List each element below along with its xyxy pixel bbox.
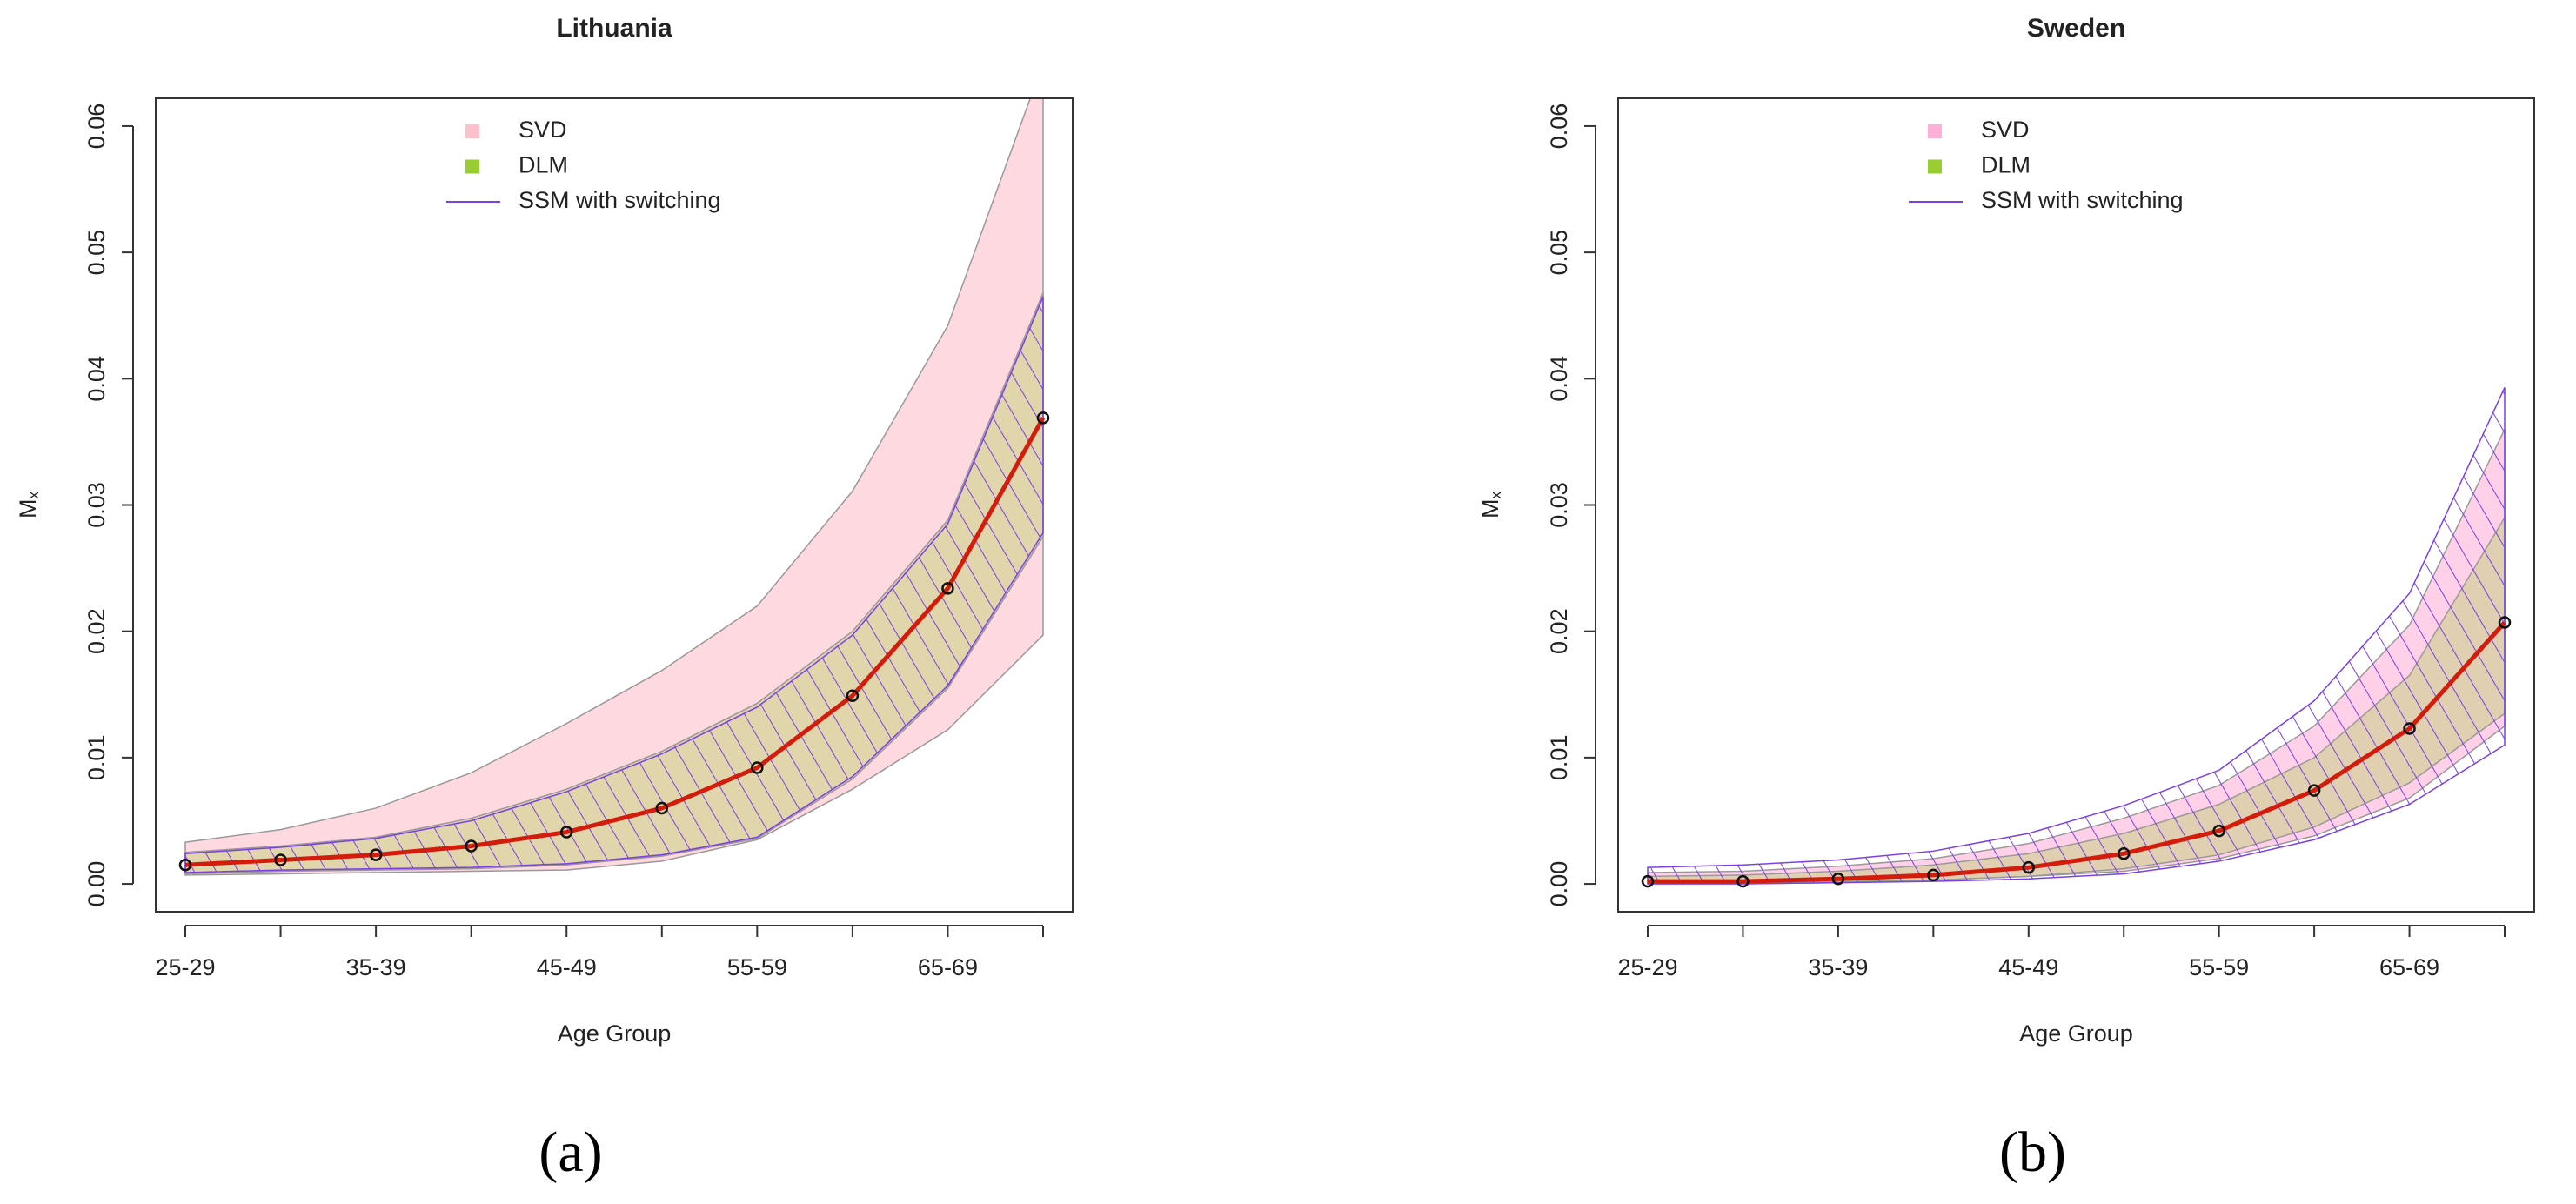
mean-line xyxy=(1648,620,2506,884)
y-tick-label: 0.00 xyxy=(1546,861,1572,907)
point xyxy=(274,853,287,866)
plot-area xyxy=(1641,387,2512,888)
panel-label: (a) xyxy=(539,1120,602,1184)
legend-key xyxy=(1928,159,1942,174)
point xyxy=(2307,784,2321,797)
y-tick-label: 0.00 xyxy=(84,861,110,907)
point xyxy=(2117,846,2131,860)
y-tick-label: 0.03 xyxy=(84,482,110,528)
point xyxy=(369,848,383,861)
point xyxy=(178,859,192,872)
y-label-main: M xyxy=(1477,499,1503,519)
point xyxy=(941,582,954,595)
panel: Sweden (b) Age Group Mx 0.00 0.01 0.02 0.03 0.04… xyxy=(1477,14,2535,1184)
x-axis-label: Age Group xyxy=(558,1020,672,1047)
y-tick-label: 0.01 xyxy=(84,735,110,781)
point xyxy=(2022,860,2036,874)
mean-line xyxy=(184,417,1046,867)
chart-title: Lithuania xyxy=(556,14,672,43)
x-tick-label: 35-39 xyxy=(1808,954,1868,980)
point xyxy=(2212,824,2225,838)
y-tick-label: 0.01 xyxy=(1546,735,1572,781)
point xyxy=(559,826,573,839)
y-tick-label: 0.05 xyxy=(84,230,110,276)
legend-label: DLM xyxy=(1981,152,2031,178)
x-tick-label: 25-29 xyxy=(155,954,215,980)
y-tick-label: 0.06 xyxy=(1546,104,1572,150)
point xyxy=(1736,874,1750,888)
legend-label: SSM with switching xyxy=(1981,187,2184,213)
x-tick-label: 55-59 xyxy=(727,954,787,980)
plot-box xyxy=(155,97,1074,913)
y-label-sub: x xyxy=(1488,492,1504,499)
y-tick-label: 0.05 xyxy=(1546,230,1572,276)
legend-label: SVD xyxy=(1981,117,2030,143)
y-label-main: M xyxy=(15,499,41,519)
point xyxy=(2403,722,2416,735)
y-tick-label: 0.02 xyxy=(84,608,110,654)
band xyxy=(184,296,1044,873)
band xyxy=(184,98,1044,876)
point xyxy=(465,839,478,853)
point xyxy=(2498,616,2512,629)
x-tick-label: 45-49 xyxy=(537,954,597,980)
plot-area xyxy=(178,98,1050,876)
plot-box xyxy=(1617,97,2535,913)
point xyxy=(655,801,669,815)
x-tick-label: 65-69 xyxy=(2379,954,2439,980)
point xyxy=(1831,873,1845,886)
y-tick-label: 0.06 xyxy=(84,104,110,150)
legend-key xyxy=(465,124,479,138)
legend-label: SVD xyxy=(519,117,567,143)
x-tick-label: 35-39 xyxy=(346,954,406,980)
x-tick-label: 25-29 xyxy=(1617,954,1677,980)
legend-label: SSM with switching xyxy=(519,187,721,213)
x-tick-label: 55-59 xyxy=(2189,954,2249,980)
x-axis-label: Age Group xyxy=(2019,1020,2133,1047)
point xyxy=(1641,874,1655,888)
band xyxy=(1647,387,2506,885)
point xyxy=(846,689,860,702)
y-tick-label: 0.04 xyxy=(84,356,110,402)
panel: Lithuania (a) Age Group Mx 0.00 0.01 0.02 0.03 0… xyxy=(15,14,1074,1184)
legend-key xyxy=(465,159,479,174)
point xyxy=(1927,868,1940,882)
y-axis-label: Mx xyxy=(1477,492,1504,519)
chart-title: Sweden xyxy=(2027,14,2125,43)
y-axis-label: Mx xyxy=(15,492,42,519)
x-tick-label: 65-69 xyxy=(918,954,978,980)
x-tick-label: 45-49 xyxy=(1998,954,2058,980)
point xyxy=(1036,411,1050,425)
y-tick-label: 0.03 xyxy=(1546,482,1572,528)
y-tick-label: 0.02 xyxy=(1546,608,1572,654)
point xyxy=(751,761,764,774)
y-tick-label: 0.04 xyxy=(1546,356,1572,402)
y-label-sub: x xyxy=(25,492,42,499)
legend-key xyxy=(1928,124,1942,138)
legend-label: DLM xyxy=(519,152,568,178)
panel-label: (b) xyxy=(1999,1120,2066,1184)
